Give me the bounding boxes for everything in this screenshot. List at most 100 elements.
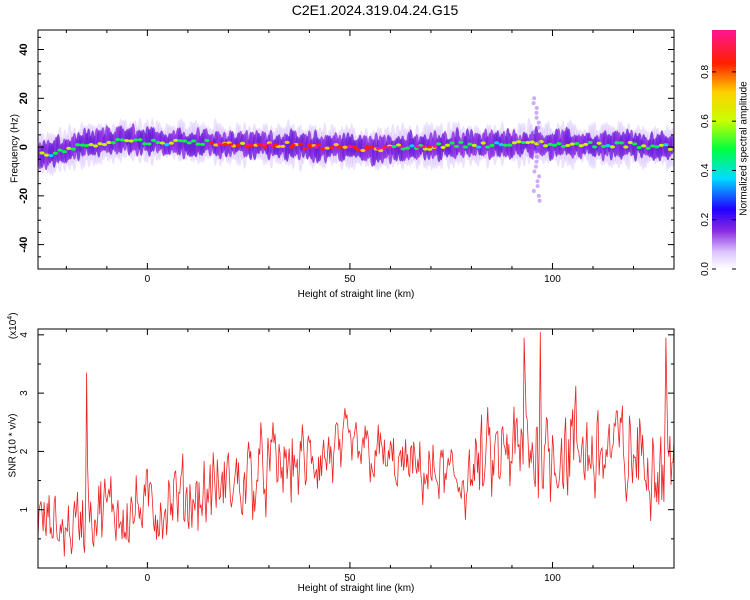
heatmap-peak xyxy=(336,145,341,149)
heatmap-cell xyxy=(458,140,464,145)
heatmap-streak xyxy=(534,164,539,169)
bottom-x-axis-label: Height of straight line (km) xyxy=(297,583,415,594)
heatmap-peak xyxy=(421,145,427,149)
heatmap-cell xyxy=(449,141,455,145)
heatmap-cell xyxy=(489,143,495,147)
heatmap-cell xyxy=(133,138,139,142)
heatmap-cell xyxy=(632,142,638,146)
spectrogram-frame xyxy=(37,29,675,270)
x-tick-label: 50 xyxy=(344,573,356,584)
heatmap-cell xyxy=(88,143,94,147)
heatmap-cell xyxy=(427,147,433,151)
y-tick-label: -40 xyxy=(18,237,30,253)
heatmap-peak xyxy=(381,146,387,150)
heatmap-streak xyxy=(536,145,541,150)
y-tick-label: 4 xyxy=(19,332,30,338)
heatmap-cell xyxy=(333,143,339,147)
heatmap-cell xyxy=(159,141,165,145)
snr-frame xyxy=(37,328,675,569)
chart-title: C2E1.2024.319.04.24.G15 xyxy=(291,2,459,18)
heatmap-cell xyxy=(329,145,335,149)
heatmap-peak xyxy=(398,145,404,149)
heatmap-streak xyxy=(534,159,539,164)
heatmap-streak xyxy=(536,140,541,145)
heatmap-cell xyxy=(395,143,402,147)
heatmap-streak xyxy=(531,101,536,106)
heatmap-cell xyxy=(476,145,482,149)
heatmap-cell xyxy=(128,139,134,143)
heatmap-cell xyxy=(39,151,45,155)
snr-series-line xyxy=(38,331,674,557)
heatmap-cell xyxy=(507,143,513,147)
heatmap-cell xyxy=(119,138,125,142)
heatmap-peak xyxy=(256,143,262,146)
x-tick-label: 50 xyxy=(344,274,356,285)
heatmap-cell xyxy=(150,138,157,142)
colorbar-tick-label: 0.4 xyxy=(700,163,711,177)
heatmap-cell xyxy=(204,138,210,143)
heatmap-cell xyxy=(654,145,660,149)
top-y-axis-label: Frequency (Hz) xyxy=(9,114,21,183)
heatmap-peak xyxy=(228,143,234,146)
heatmap-cell xyxy=(297,142,304,146)
heatmap-streak xyxy=(535,179,540,184)
heatmap-peak xyxy=(375,147,381,150)
y-tick-label: 0 xyxy=(18,144,30,150)
heatmap-cell xyxy=(551,143,558,147)
y-tick-label: 1 xyxy=(19,506,30,512)
heatmap-streak xyxy=(536,120,541,125)
heatmap-cell xyxy=(409,144,415,148)
x-tick-label: 100 xyxy=(544,274,561,285)
heatmap-cell xyxy=(471,143,477,147)
heatmap-cell xyxy=(658,143,665,147)
heatmap-cell xyxy=(182,139,188,143)
heatmap-streak xyxy=(534,154,539,159)
heatmap-peak xyxy=(426,145,432,149)
x-tick-label: 0 xyxy=(145,274,151,285)
heatmap-cell xyxy=(605,143,611,148)
heatmap-streak xyxy=(537,174,542,179)
snr-ticks: 0 50 100 1 2 3 4 xyxy=(19,329,675,584)
y-tick-label: 20 xyxy=(18,92,30,104)
heatmap-cell xyxy=(498,143,504,147)
heatmap-cell xyxy=(609,145,616,149)
spectrogram-ticks: 0 50 100 40 20 0 -20 -40 xyxy=(18,30,675,285)
x-tick-label: 0 xyxy=(145,573,151,584)
heatmap-peak xyxy=(273,143,279,146)
colorbar-tick-label: 0.8 xyxy=(700,64,711,78)
heatmap-cell xyxy=(57,148,63,152)
heatmap-cell xyxy=(574,141,580,146)
exponent-label: (x104) xyxy=(6,312,20,340)
heatmap-cell xyxy=(177,139,183,143)
heatmap-cell xyxy=(645,146,651,150)
heatmap-cell xyxy=(244,145,250,149)
heatmap-streak xyxy=(531,188,536,193)
heatmap-cell xyxy=(663,143,669,147)
heatmap-cell xyxy=(262,145,268,149)
heatmap-cell xyxy=(556,142,562,146)
heatmap-cell xyxy=(248,144,255,148)
heatmap-cell xyxy=(239,141,246,146)
heatmap-cell xyxy=(208,141,214,145)
heatmap-cell xyxy=(369,145,375,149)
heatmap-peak xyxy=(222,142,228,146)
heatmap-cell xyxy=(302,147,308,151)
heatmap-cell xyxy=(155,140,161,145)
colorbar-ticks: 0.0 0.2 0.4 0.6 0.8 xyxy=(700,64,736,276)
heatmap-cell xyxy=(547,142,553,146)
heatmap-cell xyxy=(110,141,116,145)
heatmap-cell xyxy=(596,141,602,145)
heatmap-cell xyxy=(360,148,366,153)
heatmap-cell xyxy=(97,142,103,146)
heatmap-streak xyxy=(532,169,537,174)
heatmap-cell xyxy=(284,140,290,144)
colorbar-tick-label: 0.0 xyxy=(700,262,711,276)
heatmap-cell xyxy=(667,147,673,151)
heatmap-streak xyxy=(531,130,536,135)
heatmap-peak xyxy=(262,143,268,146)
heatmap-cell xyxy=(592,145,598,149)
heatmap-streak xyxy=(534,115,539,120)
heatmap-streak xyxy=(536,125,541,130)
heatmap-cell xyxy=(444,143,451,147)
heatmap-cell xyxy=(614,141,620,145)
